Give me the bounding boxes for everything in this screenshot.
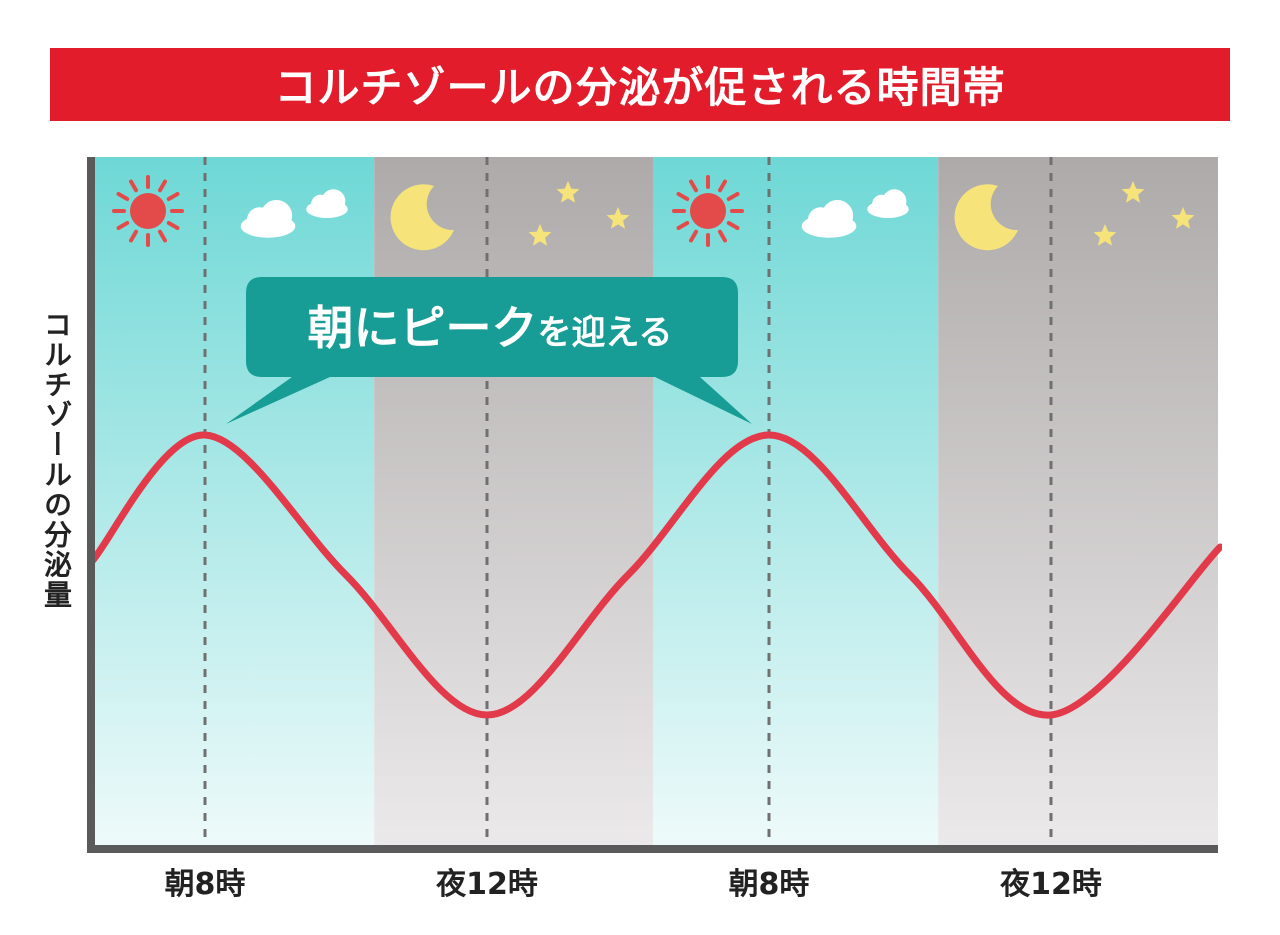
x-tick-labels: 朝8時 夜12時 朝8時 夜12時 xyxy=(165,867,1102,902)
period-bands xyxy=(95,157,1218,845)
cloud-icon xyxy=(867,189,909,218)
star-icon xyxy=(606,207,630,229)
cloud-icon xyxy=(801,199,857,238)
star-icon xyxy=(556,181,580,203)
period-icons xyxy=(112,175,1195,251)
annotation-small-text: を迎える xyxy=(538,313,673,353)
cortisol-curve xyxy=(95,431,1222,719)
cortisol-curve-layer xyxy=(95,431,1222,719)
star-icon xyxy=(1171,207,1195,229)
moon-icon xyxy=(390,184,454,251)
star-icon xyxy=(528,224,552,246)
night-band xyxy=(374,157,653,845)
cloud-icon xyxy=(306,189,348,218)
title-bar: コルチゾールの分泌が促される時間帯 xyxy=(50,48,1230,121)
cloud-icon xyxy=(240,199,296,238)
annotation-main-text: 朝にピーク xyxy=(308,301,538,355)
x-tick-label: 朝8時 xyxy=(165,867,246,902)
star-icon xyxy=(1121,181,1145,203)
sun-icon xyxy=(112,175,184,247)
x-tick-label: 夜12時 xyxy=(435,867,538,902)
y-axis-label: コルチゾールの分泌量 xyxy=(40,310,73,610)
x-tick-label: 夜12時 xyxy=(999,867,1102,902)
sun-icon xyxy=(672,175,744,247)
moon-icon xyxy=(954,184,1018,251)
day-band xyxy=(95,157,375,845)
day-band xyxy=(653,157,939,845)
annotation-bubble: 朝にピークを迎える xyxy=(226,277,752,424)
annotation-bubble-shape xyxy=(226,277,752,424)
x-tick-label: 朝8時 xyxy=(729,867,810,902)
time-guide-lines xyxy=(203,157,1053,845)
axes xyxy=(87,157,1218,853)
chart-title: コルチゾールの分泌が促される時間帯 xyxy=(274,63,1006,112)
annotation-text: 朝にピークを迎える xyxy=(308,301,673,355)
star-icon xyxy=(1093,224,1117,246)
night-band xyxy=(938,157,1218,845)
